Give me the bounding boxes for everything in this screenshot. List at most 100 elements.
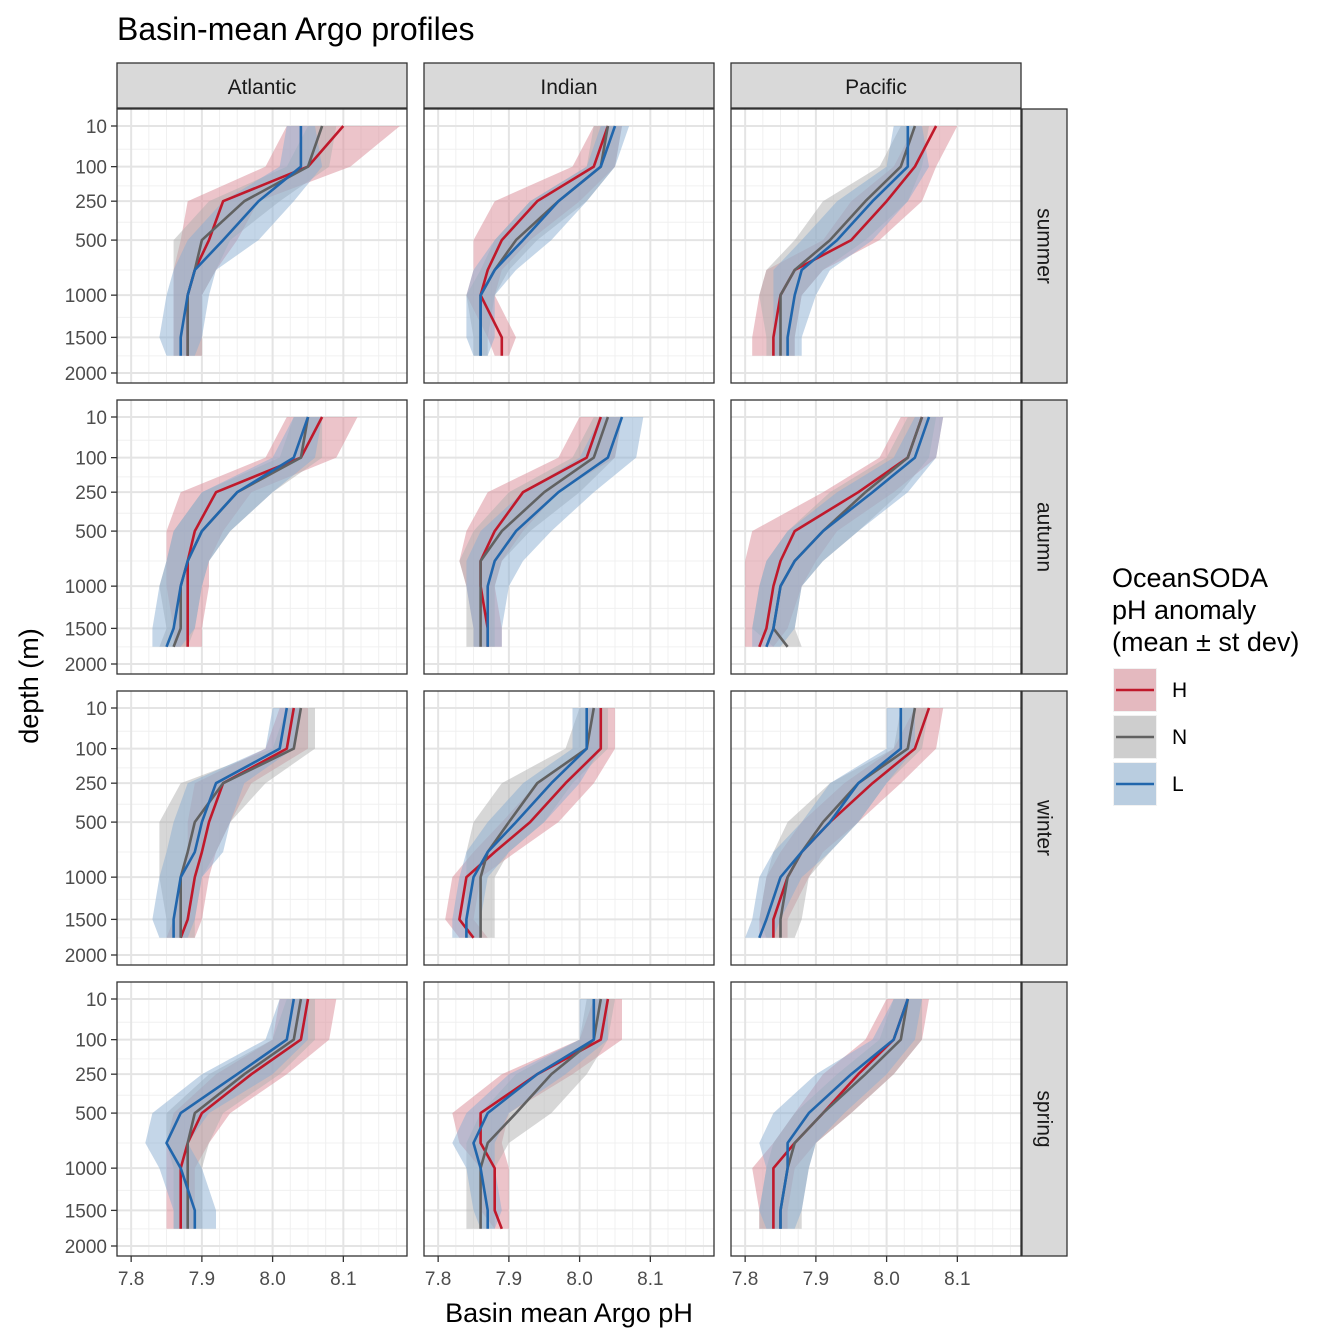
series-line-L [465,708,589,938]
strip-label: autumn [1033,502,1056,572]
y-tick-label: 250 [75,1065,107,1086]
ribbon-L [152,708,301,938]
series-line-L [486,416,624,647]
series-line-H [179,707,296,939]
y-tick-label: 10 [86,408,107,429]
series-line-N [479,416,610,647]
panel-background [424,109,714,383]
x-tick-label: 8.0 [566,1269,592,1290]
series-line-L [479,125,617,356]
panel-atlantic-spring: 10 100 250 500 1000 1500 2000 7.8 7.9 8.0 8.1 [65,981,408,1290]
y-tick-label: 1000 [65,286,107,307]
x-tick-label: 8.0 [259,1269,285,1290]
legend-label: N [1172,726,1187,749]
strip-pacific: Pacific [730,62,1022,109]
series-line-L [165,416,310,648]
y-tick-label: 2000 [65,1237,107,1258]
strip-indian: Indian [423,62,715,109]
x-tick-label: 7.9 [496,1269,522,1290]
strip-autumn: autumn [1021,399,1068,675]
panel-pacific-summer [730,108,1022,384]
series-line-N [186,998,303,1229]
y-axis-title: depth (m) [14,628,44,744]
legend-entry-N: N [1113,715,1187,759]
panel-indian-autumn [423,399,715,675]
ribbon-L [466,417,644,647]
series-line-H [479,125,610,356]
ribbon-L [145,999,308,1229]
y-tick-label: 2000 [65,946,107,967]
y-tick-label: 1000 [65,577,107,598]
panel-pacific-winter [730,690,1022,966]
strip-spring: spring [1021,981,1068,1257]
y-tick-label: 10 [86,699,107,720]
y-tick-label: 1500 [65,1201,107,1222]
series-line-L [165,998,296,1229]
panel-atlantic-autumn: 10 100 250 500 1000 1500 2000 [65,399,408,676]
series-line-L [472,999,596,1229]
x-tick-label: 8.1 [944,1269,970,1290]
strip-label: Indian [540,76,597,99]
series-line-N [479,707,596,938]
x-tick-label: 7.8 [118,1269,144,1290]
series-line-H [458,708,603,939]
panel-indian-summer [423,108,715,384]
y-tick-label: 2000 [65,655,107,676]
y-tick-label: 1000 [65,868,107,889]
x-tick-label: 7.9 [189,1269,215,1290]
legend-label: L [1172,773,1184,796]
y-tick-label: 100 [75,740,107,761]
x-axis-title: Basin mean Argo pH [445,1298,693,1328]
series-line-L [172,707,289,938]
y-tick-label: 100 [75,449,107,470]
panel-border [423,108,715,384]
series-line-L [758,708,903,939]
x-tick-label: 8.0 [873,1269,899,1290]
series-line-L [779,998,910,1229]
panel-pacific-autumn [730,399,1022,675]
y-tick-label: 1000 [65,1159,107,1180]
y-tick-label: 10 [86,990,107,1011]
strip-atlantic: Atlantic [116,62,408,109]
strip-winter: winter [1021,690,1068,966]
series-line-L [786,126,910,356]
strip-label: winter [1033,799,1056,856]
legend-label: H [1172,679,1187,702]
y-tick-label: 500 [75,1104,107,1125]
ribbon-L [466,126,630,356]
panel-border [730,108,1022,384]
panel-border [730,981,1022,1257]
panel-border [423,690,715,966]
y-tick-label: 250 [75,483,107,504]
series-line-N [179,707,303,938]
panel-border [730,399,1022,675]
y-tick-label: 1500 [65,619,107,640]
series-line-L [765,416,931,648]
panel-atlantic-summer: 10 100 250 500 1000 1500 2000 [65,108,408,385]
strip-label: Pacific [845,76,907,99]
y-tick-label: 500 [75,522,107,543]
y-tick-label: 10 [86,117,107,138]
y-tick-label: 1500 [65,910,107,931]
strip-label: summer [1033,208,1056,284]
y-tick-label: 250 [75,774,107,795]
legend-entry-H: H [1113,668,1187,712]
series-line-N [779,707,917,938]
y-tick-label: 100 [75,158,107,179]
ribbon-L [152,417,323,647]
x-tick-label: 7.9 [803,1269,829,1290]
y-tick-label: 2000 [65,364,107,385]
strip-label: spring [1033,1090,1056,1147]
series-line-N [779,125,917,356]
legend-title-line: OceanSODA [1112,563,1268,593]
legend-entry-L: L [1113,762,1184,806]
y-tick-label: 100 [75,1031,107,1052]
panel-border [423,399,715,675]
x-tick-label: 8.1 [637,1269,663,1290]
chart-title: Basin-mean Argo profiles [117,11,475,47]
y-tick-label: 1500 [65,328,107,349]
series-line-N [186,125,324,356]
panel-border [116,981,408,1257]
strip-label: Atlantic [228,76,297,99]
